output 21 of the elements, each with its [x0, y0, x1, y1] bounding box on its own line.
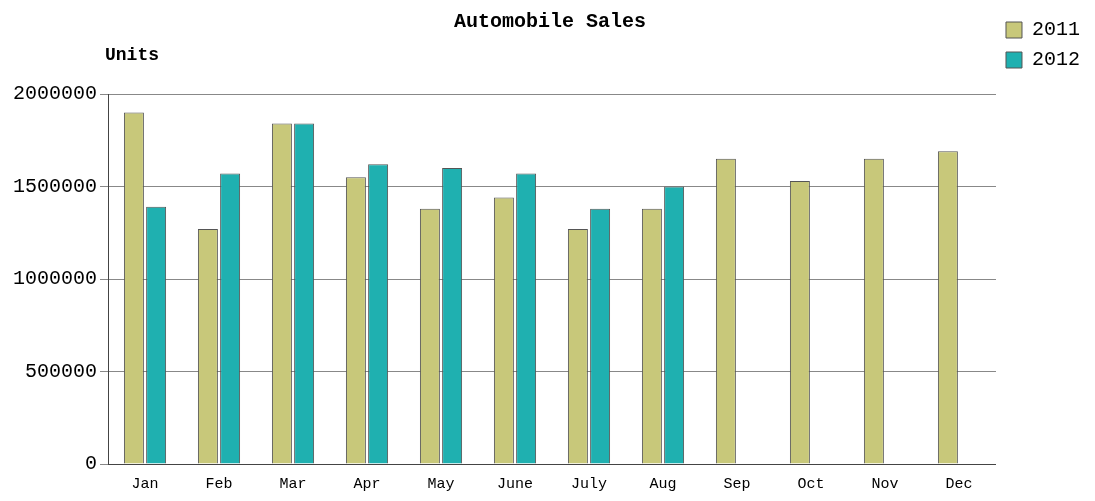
x-tick-label: Nov	[871, 475, 899, 493]
legend-label: 2012	[1031, 48, 1081, 72]
x-tick-label: June	[497, 475, 534, 493]
legend-label: 2011	[1031, 18, 1081, 42]
x-tick-label: Feb	[205, 475, 233, 493]
y-tick-label: 500000	[25, 359, 98, 383]
y-axis-title: Units	[105, 44, 160, 65]
chart-title: Automobile Sales	[453, 10, 647, 34]
x-tick-label: Mar	[279, 475, 307, 493]
y-tick-label: 0	[85, 452, 98, 476]
x-tick-label: Sep	[723, 475, 751, 493]
x-tick-label: July	[570, 475, 608, 493]
x-tick-label: Aug	[649, 475, 677, 493]
y-tick-label: 2000000	[13, 82, 98, 106]
x-tick-label: Apr	[353, 475, 381, 493]
x-tick-label: Jan	[131, 475, 159, 493]
y-tick-label: 1000000	[13, 267, 98, 291]
x-tick-label: May	[427, 475, 455, 493]
x-tick-label: Oct	[797, 475, 825, 493]
y-tick-label: 1500000	[13, 174, 98, 198]
x-tick-label: Dec	[945, 475, 973, 493]
